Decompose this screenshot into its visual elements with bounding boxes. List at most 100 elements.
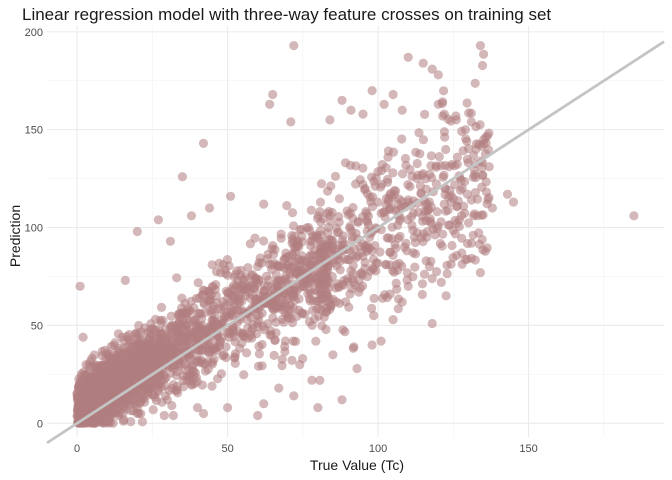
data-point [128, 371, 138, 381]
data-point [277, 361, 287, 371]
data-point [398, 169, 408, 179]
data-point [269, 350, 279, 360]
data-point [334, 217, 344, 227]
data-point [172, 273, 182, 283]
data-point [304, 222, 314, 233]
data-point [211, 291, 221, 301]
data-point [287, 355, 297, 365]
data-point [451, 115, 461, 125]
data-point [304, 317, 314, 327]
data-point [181, 327, 191, 337]
y-tick-label: 150 [25, 125, 43, 137]
data-point [376, 336, 386, 346]
data-point [388, 168, 398, 178]
data-point [297, 251, 307, 261]
data-point [441, 291, 451, 301]
data-point [481, 132, 491, 143]
data-point [193, 321, 203, 331]
data-point [279, 317, 289, 327]
data-point [87, 353, 97, 363]
data-point [477, 182, 487, 192]
data-point [134, 320, 144, 331]
data-point [453, 196, 463, 206]
data-point [78, 388, 88, 398]
data-point [174, 316, 184, 326]
data-point [418, 216, 428, 226]
data-point [415, 149, 425, 159]
data-point [268, 241, 278, 251]
data-point [166, 311, 176, 321]
data-point [168, 337, 178, 347]
data-point [97, 372, 107, 383]
data-point [242, 348, 252, 358]
data-point [186, 296, 196, 306]
data-point [384, 194, 394, 204]
data-point [316, 277, 326, 288]
data-point [383, 146, 393, 156]
data-point [393, 220, 403, 230]
data-point [221, 286, 231, 296]
data-point [81, 360, 91, 370]
data-point [370, 181, 380, 191]
data-point [408, 248, 418, 258]
data-point [234, 297, 245, 307]
data-point [414, 128, 424, 138]
data-point [463, 144, 474, 154]
data-point [439, 127, 449, 137]
data-point [397, 134, 407, 144]
data-point [236, 265, 246, 275]
data-point [427, 318, 437, 329]
data-point [306, 205, 316, 215]
chart-title: Linear regression model with three-way f… [22, 5, 551, 24]
data-point [87, 416, 97, 426]
data-point [320, 250, 330, 260]
data-point [391, 278, 401, 288]
data-point [116, 365, 126, 376]
data-point [134, 391, 144, 401]
data-point [362, 189, 372, 199]
data-point [152, 334, 162, 344]
data-point [400, 153, 411, 164]
data-point [439, 86, 449, 96]
data-point [466, 238, 476, 248]
data-point [447, 240, 457, 251]
data-point [426, 151, 436, 161]
data-point [134, 337, 144, 347]
data-point [413, 207, 423, 217]
x-tick-labels: 0 50 100 150 [74, 443, 538, 455]
data-point [133, 351, 143, 361]
data-point [189, 328, 199, 338]
data-point [211, 267, 222, 277]
y-axis-title: Prediction [7, 205, 23, 267]
data-point [124, 330, 134, 340]
data-point [155, 379, 165, 389]
data-point [328, 241, 338, 251]
data-point [193, 356, 203, 366]
data-point [395, 231, 405, 241]
data-point [463, 158, 473, 168]
data-point [418, 237, 428, 247]
data-point [345, 221, 355, 231]
data-point [100, 345, 110, 355]
data-point [403, 195, 413, 205]
data-point [379, 99, 389, 109]
data-point [126, 417, 136, 427]
data-point [457, 233, 467, 243]
data-point [421, 184, 431, 194]
data-point [421, 256, 431, 266]
data-point [200, 366, 211, 376]
data-point [211, 346, 221, 356]
data-point [417, 279, 428, 289]
data-point [463, 218, 474, 228]
data-point [267, 264, 277, 275]
data-point [214, 258, 224, 268]
data-point [220, 264, 230, 274]
data-point [296, 261, 306, 271]
data-point [226, 308, 236, 318]
data-point [346, 105, 356, 115]
data-point [365, 243, 375, 253]
data-point [207, 260, 217, 270]
data-point [286, 117, 296, 127]
data-point [311, 336, 321, 346]
